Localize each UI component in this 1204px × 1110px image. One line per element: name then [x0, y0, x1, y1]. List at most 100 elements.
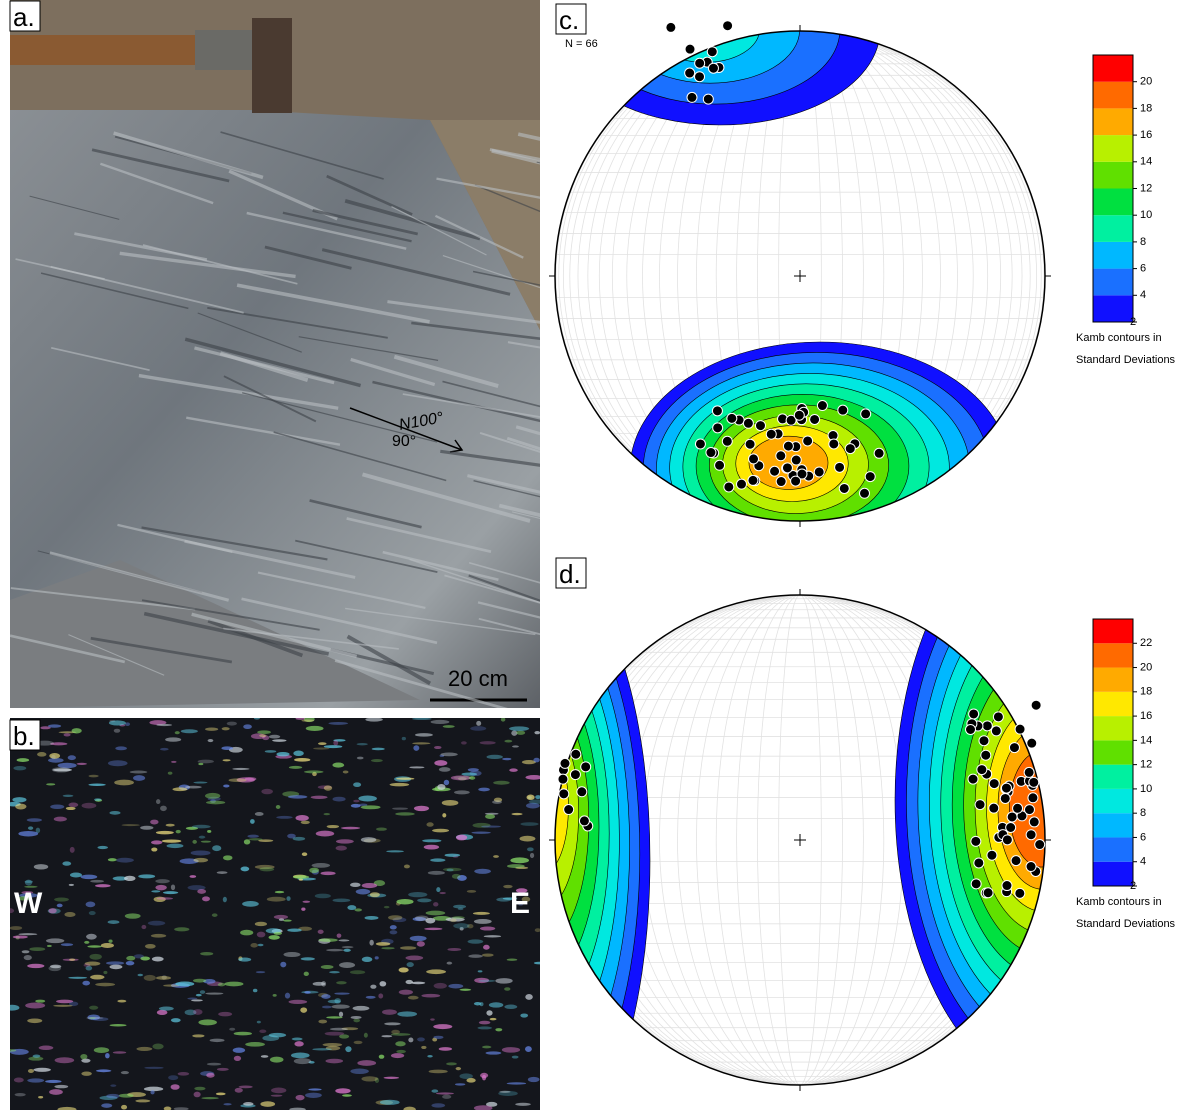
- grain: [15, 803, 27, 810]
- grain: [466, 1078, 476, 1083]
- grain: [27, 1068, 34, 1074]
- east-label: E: [510, 887, 530, 920]
- grain: [326, 948, 344, 952]
- great-circle: [677, 31, 923, 521]
- pole: [980, 749, 992, 761]
- grain: [276, 815, 293, 819]
- grain: [114, 779, 134, 786]
- grain: [143, 1086, 164, 1092]
- grain: [448, 983, 464, 989]
- grain: [395, 812, 415, 816]
- rock-streak: [29, 195, 120, 220]
- pole: [834, 461, 846, 473]
- grain: [506, 864, 525, 869]
- grain: [477, 970, 483, 973]
- grain: [353, 1040, 363, 1045]
- pole: [1012, 802, 1024, 814]
- grain: [535, 795, 540, 800]
- grain: [426, 822, 434, 827]
- grain: [258, 839, 274, 842]
- grain: [115, 857, 134, 863]
- grain: [224, 981, 244, 987]
- pole: [723, 481, 735, 493]
- grain: [459, 1073, 473, 1079]
- grain: [238, 1085, 253, 1089]
- grain: [250, 943, 258, 948]
- colorbar-tick-label: 12: [1140, 182, 1152, 194]
- rock-streak: [309, 499, 422, 529]
- grain: [27, 1078, 45, 1083]
- colorbar-band: [1093, 295, 1133, 322]
- grain: [405, 979, 413, 985]
- grain: [481, 953, 494, 957]
- grain: [283, 951, 301, 958]
- grain: [534, 928, 540, 933]
- grain: [363, 1032, 368, 1038]
- grain: [326, 1016, 343, 1019]
- grain: [430, 858, 446, 862]
- grain: [304, 991, 311, 994]
- grain: [303, 770, 324, 774]
- grain: [378, 993, 384, 999]
- grain: [433, 982, 447, 989]
- colorbar-tick-label: 6: [1140, 263, 1146, 275]
- grain: [149, 720, 167, 725]
- grain: [383, 905, 390, 909]
- grain: [49, 964, 62, 969]
- grain: [250, 819, 255, 824]
- grain: [287, 795, 308, 799]
- grain: [85, 901, 96, 908]
- grain: [206, 1072, 215, 1078]
- grain: [515, 1102, 531, 1106]
- pole: [986, 849, 998, 861]
- rock-streak: [40, 272, 189, 310]
- dip-label: 90°: [392, 433, 416, 450]
- grain: [300, 957, 315, 961]
- grain: [155, 879, 170, 884]
- pole: [782, 440, 794, 452]
- grain: [56, 903, 63, 908]
- grain: [100, 943, 114, 948]
- rock-streak: [350, 357, 436, 387]
- grain: [308, 1060, 315, 1064]
- grain: [193, 857, 209, 863]
- grain: [321, 1005, 332, 1009]
- pole: [970, 835, 982, 847]
- grain: [82, 980, 90, 986]
- pole: [722, 20, 734, 32]
- pole: [765, 428, 777, 440]
- grain: [472, 822, 491, 828]
- colorbar-band: [1093, 764, 1133, 789]
- grain: [389, 930, 398, 935]
- colorbar-band: [1093, 788, 1133, 814]
- grain: [446, 868, 454, 872]
- pole: [775, 476, 787, 488]
- grain: [312, 771, 317, 777]
- grain: [62, 794, 74, 797]
- outcrop-photo: N100° 90° 20 cm: [10, 0, 540, 708]
- grain: [525, 994, 533, 1000]
- grain: [407, 995, 419, 1000]
- grain: [156, 799, 161, 805]
- grain: [218, 1011, 233, 1017]
- rock-streak: [468, 561, 540, 584]
- pole: [735, 478, 747, 490]
- great-circle: [558, 31, 1042, 521]
- rock-streak: [246, 211, 407, 250]
- grain: [151, 890, 161, 893]
- grain: [193, 781, 208, 784]
- grain: [289, 1107, 306, 1110]
- grain: [95, 1069, 112, 1073]
- grain: [433, 902, 439, 907]
- grain: [474, 868, 491, 874]
- grain: [18, 830, 39, 837]
- colorbar-band: [1093, 813, 1133, 838]
- grain: [320, 871, 336, 876]
- grain: [140, 956, 150, 961]
- rock-streak: [264, 245, 352, 270]
- pole: [775, 450, 787, 462]
- grain: [413, 745, 420, 751]
- colorbar-tick-label: 18: [1140, 686, 1152, 698]
- pole: [837, 404, 849, 416]
- grain: [336, 933, 342, 938]
